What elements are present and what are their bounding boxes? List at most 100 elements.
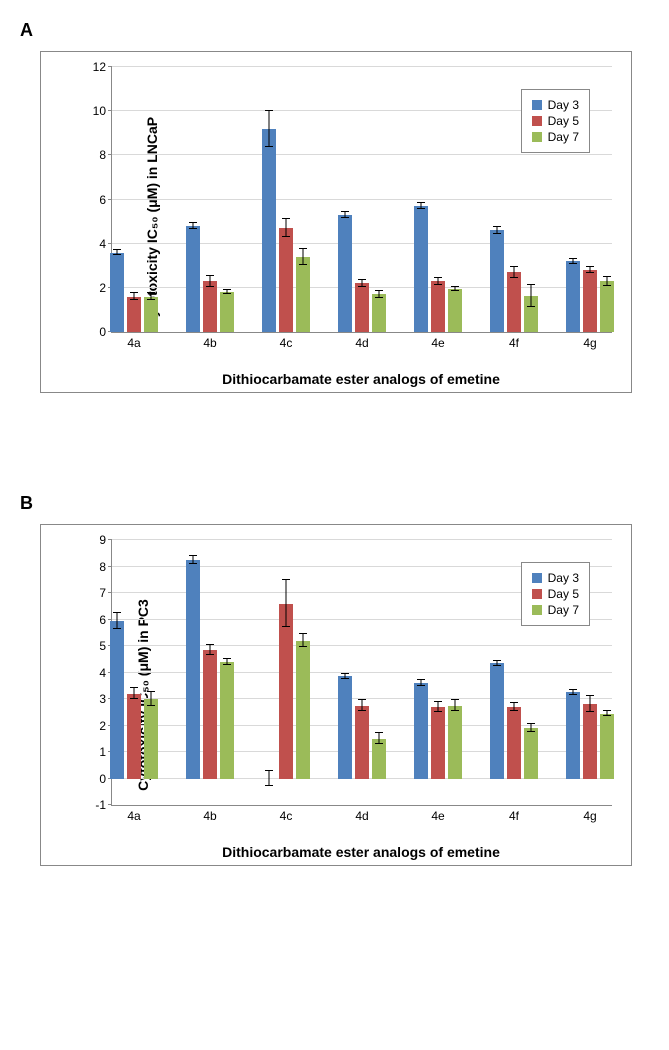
- error-cap: [189, 555, 197, 556]
- error-cap: [434, 277, 442, 278]
- bar: [372, 739, 386, 779]
- error-cap: [223, 289, 231, 290]
- y-tick-label: 12: [93, 60, 112, 74]
- bar: [203, 281, 217, 332]
- error-cap: [434, 701, 442, 702]
- error-cap: [282, 579, 290, 580]
- error-cap: [417, 208, 425, 209]
- y-tick-label: 10: [93, 104, 112, 118]
- bar: [338, 676, 352, 778]
- panel-b-label: B: [20, 493, 649, 514]
- bar: [566, 692, 580, 778]
- bar: [127, 297, 141, 332]
- panel-a-label: A: [20, 20, 649, 41]
- error-cap: [375, 732, 383, 733]
- legend-swatch: [532, 589, 542, 599]
- error-cap: [130, 299, 138, 300]
- bar: [203, 650, 217, 779]
- error-cap: [586, 711, 594, 712]
- bar: [279, 228, 293, 332]
- bar: [186, 560, 200, 779]
- bar: [431, 707, 445, 779]
- bar: [490, 230, 504, 332]
- error-cap: [434, 284, 442, 285]
- x-tick-label: 4a: [127, 336, 140, 350]
- bar: [144, 699, 158, 779]
- error-cap: [223, 293, 231, 294]
- error-bar: [303, 249, 304, 264]
- error-bar: [531, 285, 532, 307]
- error-cap: [130, 698, 138, 699]
- error-cap: [341, 211, 349, 212]
- legend-item: Day 3: [532, 98, 579, 112]
- chart-b-xlabel: Dithiocarbamate ester analogs of emetine: [111, 844, 611, 860]
- error-cap: [451, 699, 459, 700]
- error-cap: [375, 743, 383, 744]
- x-tick-label: 4c: [280, 809, 293, 823]
- bar: [448, 706, 462, 779]
- bar: [583, 704, 597, 778]
- legend-item: Day 3: [532, 571, 579, 585]
- bar: [600, 714, 614, 779]
- bar: [220, 292, 234, 332]
- error-cap: [206, 286, 214, 287]
- legend-item: Day 7: [532, 603, 579, 617]
- error-cap: [299, 248, 307, 249]
- chart-a: Cytotoxicity IC₅₀ (μM) in LNCaP 02468101…: [40, 51, 632, 393]
- bar: [414, 683, 428, 778]
- error-cap: [417, 685, 425, 686]
- error-cap: [147, 292, 155, 293]
- error-cap: [113, 249, 121, 250]
- error-bar: [269, 771, 270, 787]
- error-bar: [590, 696, 591, 712]
- x-tick-label: 4b: [203, 336, 216, 350]
- legend-label: Day 7: [548, 130, 579, 144]
- bar: [524, 728, 538, 778]
- error-cap: [130, 292, 138, 293]
- error-cap: [223, 664, 231, 665]
- x-tick-label: 4b: [203, 809, 216, 823]
- y-tick-label: 8: [99, 560, 112, 574]
- bar: [583, 270, 597, 332]
- y-tick-label: 6: [99, 193, 112, 207]
- bar: [220, 662, 234, 779]
- legend-swatch: [532, 100, 542, 110]
- y-tick-label: 7: [99, 586, 112, 600]
- legend-item: Day 5: [532, 114, 579, 128]
- bar: [296, 257, 310, 332]
- bar: [507, 272, 521, 332]
- error-cap: [130, 687, 138, 688]
- error-cap: [113, 612, 121, 613]
- x-tick-label: 4e: [431, 336, 444, 350]
- error-cap: [417, 202, 425, 203]
- error-cap: [189, 563, 197, 564]
- legend: Day 3Day 5Day 7: [521, 562, 590, 626]
- x-tick-label: 4c: [280, 336, 293, 350]
- error-bar: [303, 634, 304, 647]
- x-tick-label: 4g: [583, 336, 596, 350]
- error-cap: [510, 710, 518, 711]
- bar: [127, 694, 141, 779]
- legend-label: Day 3: [548, 571, 579, 585]
- error-cap: [341, 678, 349, 679]
- error-cap: [206, 654, 214, 655]
- error-cap: [493, 660, 501, 661]
- error-cap: [375, 297, 383, 298]
- bar: [448, 289, 462, 332]
- x-tick-label: 4g: [583, 809, 596, 823]
- bar: [262, 129, 276, 332]
- error-cap: [569, 689, 577, 690]
- error-bar: [286, 219, 287, 237]
- error-cap: [569, 694, 577, 695]
- error-cap: [189, 228, 197, 229]
- chart-a-xlabel: Dithiocarbamate ester analogs of emetine: [111, 371, 611, 387]
- error-cap: [569, 263, 577, 264]
- error-bar: [269, 111, 270, 146]
- error-bar: [117, 613, 118, 629]
- bar: [600, 281, 614, 332]
- error-cap: [265, 770, 273, 771]
- y-tick-label: 4: [99, 237, 112, 251]
- error-cap: [299, 633, 307, 634]
- error-cap: [113, 254, 121, 255]
- error-cap: [147, 691, 155, 692]
